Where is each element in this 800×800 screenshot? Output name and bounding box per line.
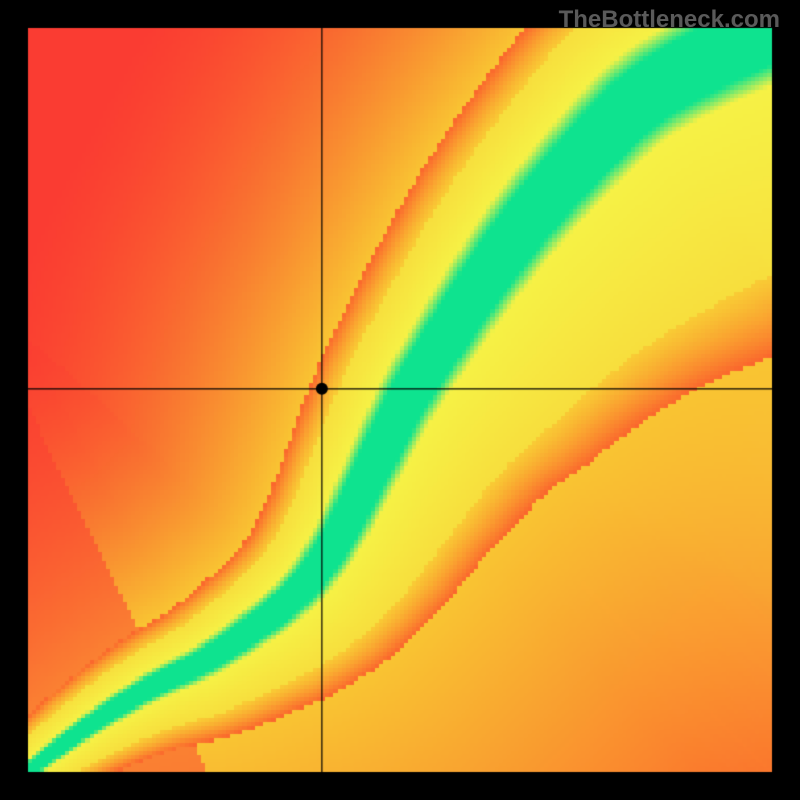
heatmap-canvas — [0, 0, 800, 800]
chart-container: TheBottleneck.com — [0, 0, 800, 800]
watermark-text: TheBottleneck.com — [559, 6, 780, 34]
